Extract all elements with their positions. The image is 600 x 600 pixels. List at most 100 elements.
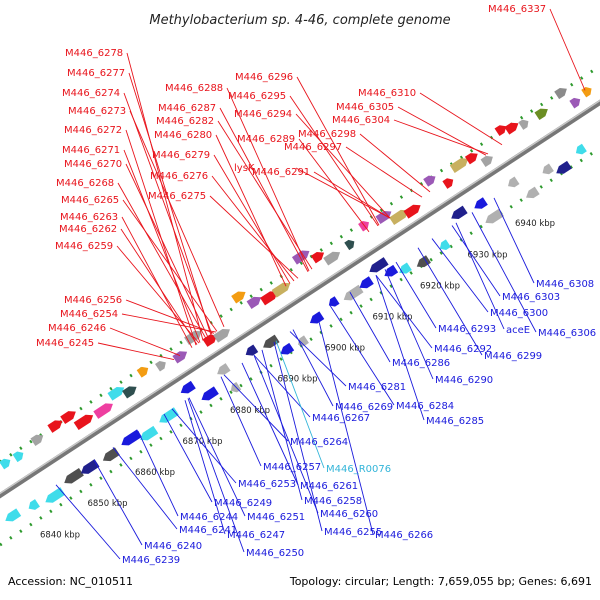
forward-gene-label[interactable]: M446_6274 <box>62 88 120 99</box>
forward-gene-label[interactable]: M446_6337 <box>488 4 546 15</box>
forward-gene-arrow[interactable] <box>375 208 394 225</box>
reverse-gene-arrow[interactable] <box>215 363 231 378</box>
forward-gene-arrow[interactable] <box>122 383 139 399</box>
forward-gene-label[interactable]: M446_6263 <box>60 212 118 223</box>
forward-gene-arrow[interactable] <box>344 238 357 251</box>
reverse-gene-label[interactable]: M446_6281 <box>348 382 406 393</box>
reverse-gene-label[interactable]: M446_6255 <box>324 527 382 538</box>
forward-gene-label[interactable]: M446_6295 <box>228 91 286 102</box>
reverse-gene-arrow[interactable] <box>307 311 325 326</box>
forward-gene-label[interactable]: M446_6254 <box>60 309 118 320</box>
reverse-gene-label[interactable]: M446_6251 <box>247 512 305 523</box>
forward-gene-label[interactable]: M446_6271 <box>62 145 120 156</box>
reverse-gene-label[interactable]: M446_6292 <box>434 344 492 355</box>
reverse-gene-label[interactable]: M446_6303 <box>502 292 560 303</box>
reverse-gene-arrow[interactable] <box>199 386 219 403</box>
forward-gene-label[interactable]: M446_6268 <box>56 178 114 189</box>
forward-gene-arrow[interactable] <box>581 85 594 98</box>
forward-gene-arrow[interactable] <box>231 288 248 304</box>
forward-gene-arrow[interactable] <box>0 456 13 470</box>
reverse-gene-label[interactable]: M446_6293 <box>438 324 496 335</box>
forward-gene-arrow[interactable] <box>504 119 521 135</box>
reverse-gene-arrow[interactable] <box>100 447 120 464</box>
forward-gene-label[interactable]: M446_6296 <box>235 72 293 83</box>
reverse-gene-label[interactable]: M446_6267 <box>312 413 370 424</box>
forward-gene-label[interactable]: M446_6291 <box>252 167 310 178</box>
forward-gene-arrow[interactable] <box>403 202 424 219</box>
reverse-gene-arrow[interactable] <box>382 264 399 280</box>
reverse-gene-arrow[interactable] <box>43 487 66 506</box>
reverse-gene-label[interactable]: M446_6261 <box>300 481 358 492</box>
forward-gene-label[interactable]: M446_6278 <box>65 48 123 59</box>
reverse-gene-arrow[interactable] <box>138 425 159 444</box>
reverse-gene-label[interactable]: M446_6306 <box>538 328 596 339</box>
forward-gene-arrow[interactable] <box>12 449 26 463</box>
forward-gene-arrow[interactable] <box>260 288 280 306</box>
forward-gene-label[interactable]: M446_6277 <box>67 68 125 79</box>
reverse-gene-arrow[interactable] <box>243 344 259 358</box>
forward-gene-arrow[interactable] <box>30 432 45 446</box>
forward-gene-label[interactable]: M446_6246 <box>48 323 106 334</box>
reverse-gene-label[interactable]: M446_6266 <box>375 530 433 541</box>
reverse-gene-label[interactable]: M446_6253 <box>238 479 296 490</box>
reverse-gene-arrow[interactable] <box>157 407 179 426</box>
reverse-gene-arrow[interactable] <box>506 176 520 190</box>
forward-gene-arrow[interactable] <box>518 117 531 130</box>
forward-gene-arrow[interactable] <box>534 105 550 121</box>
reverse-gene-arrow[interactable] <box>573 143 587 157</box>
forward-gene-label[interactable]: M446_6298 <box>298 129 356 140</box>
reverse-gene-label[interactable]: M446_6240 <box>144 541 202 552</box>
forward-gene-arrow[interactable] <box>494 122 509 137</box>
reverse-gene-label[interactable]: M446_6250 <box>246 548 304 559</box>
reverse-gene-arrow[interactable] <box>326 296 340 309</box>
forward-gene-label[interactable]: M446_6262 <box>59 224 117 235</box>
reverse-gene-label[interactable]: M446_6264 <box>290 437 348 448</box>
forward-gene-arrow[interactable] <box>93 400 115 419</box>
forward-gene-label[interactable]: M446_6310 <box>358 88 416 99</box>
reverse-gene-arrow[interactable] <box>278 342 295 358</box>
forward-gene-arrow[interactable] <box>60 408 78 425</box>
reverse-gene-label[interactable]: M446_6258 <box>304 496 362 507</box>
reverse-gene-label[interactable]: M446_6300 <box>490 308 548 319</box>
forward-gene-arrow[interactable] <box>423 173 438 187</box>
reverse-gene-arrow[interactable] <box>26 499 40 512</box>
forward-gene-arrow[interactable] <box>246 294 264 309</box>
forward-gene-label[interactable]: lysK <box>234 163 255 174</box>
reverse-gene-arrow[interactable] <box>540 163 554 177</box>
forward-gene-arrow[interactable] <box>107 384 126 401</box>
forward-gene-arrow[interactable] <box>569 95 582 109</box>
reverse-gene-arrow[interactable] <box>414 255 431 270</box>
forward-gene-label[interactable]: M446_6282 <box>156 116 214 127</box>
reverse-gene-arrow[interactable] <box>397 262 412 277</box>
forward-gene-arrow[interactable] <box>172 348 189 364</box>
forward-gene-label[interactable]: M446_6272 <box>64 125 122 136</box>
forward-gene-label[interactable]: M446_6305 <box>336 102 394 113</box>
reverse-gene-arrow[interactable] <box>437 239 451 252</box>
forward-gene-label[interactable]: M446_6275 <box>148 191 206 202</box>
reverse-gene-arrow[interactable] <box>449 205 468 223</box>
forward-gene-arrow[interactable] <box>389 207 410 225</box>
forward-gene-label[interactable]: M446_6276 <box>150 171 208 182</box>
reverse-gene-label[interactable]: M446_6260 <box>320 509 378 520</box>
forward-gene-label[interactable]: M446_6256 <box>64 295 122 306</box>
forward-gene-arrow[interactable] <box>323 249 342 266</box>
reverse-gene-arrow[interactable] <box>483 208 504 227</box>
forward-gene-label[interactable]: M446_6270 <box>64 159 122 170</box>
forward-gene-arrow[interactable] <box>155 359 168 372</box>
forward-gene-label[interactable]: M446_6287 <box>158 103 216 114</box>
reverse-gene-label[interactable]: M446_6284 <box>396 401 454 412</box>
forward-gene-arrow[interactable] <box>310 249 327 264</box>
forward-gene-arrow[interactable] <box>202 332 219 347</box>
reverse-gene-arrow[interactable] <box>119 429 142 448</box>
reverse-gene-arrow[interactable] <box>296 335 309 348</box>
reverse-gene-arrow[interactable] <box>261 334 280 352</box>
reverse-gene-label[interactable]: M446_6290 <box>435 375 493 386</box>
reverse-gene-arrow[interactable] <box>62 467 84 487</box>
reverse-gene-label[interactable]: M446_6244 <box>180 512 238 523</box>
forward-gene-arrow[interactable] <box>464 150 480 165</box>
forward-gene-arrow[interactable] <box>47 417 64 433</box>
forward-gene-label[interactable]: M446_6297 <box>284 142 342 153</box>
forward-gene-arrow[interactable] <box>136 364 151 378</box>
reverse-gene-arrow[interactable] <box>3 508 22 524</box>
reverse-gene-label[interactable]: M446_6247 <box>227 530 285 541</box>
